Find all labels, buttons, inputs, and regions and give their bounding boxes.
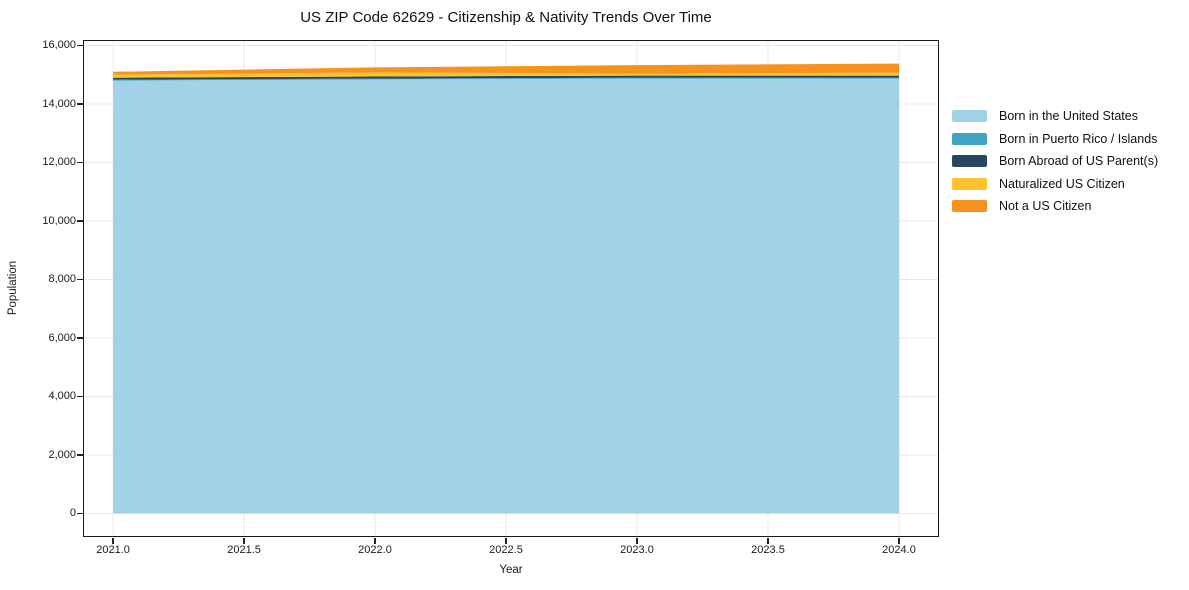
legend-item-born-in-the-united-states: Born in the United States xyxy=(952,105,1158,128)
x-tick-mark xyxy=(767,537,769,544)
legend-item-not-a-us-citizen: Not a US Citizen xyxy=(952,195,1158,218)
legend-item-born-abroad-of-us-parent-s: Born Abroad of US Parent(s) xyxy=(952,150,1158,173)
plot-area xyxy=(83,40,939,537)
x-tick-label: 2023.5 xyxy=(751,544,785,556)
y-tick-mark xyxy=(77,512,83,515)
x-tick-label: 2022.5 xyxy=(489,544,523,556)
legend-label: Born Abroad of US Parent(s) xyxy=(999,154,1159,169)
legend-item-born-in-puerto-rico-islands: Born in Puerto Rico / Islands xyxy=(952,128,1158,151)
x-axis-title: Year xyxy=(499,564,523,576)
y-tick-label: 12,000 xyxy=(42,156,76,168)
legend-item-naturalized-us-citizen: Naturalized US Citizen xyxy=(952,173,1158,196)
area-naturalized-us-citizen xyxy=(113,72,900,78)
y-tick-mark xyxy=(77,103,83,105)
x-tick-mark xyxy=(374,537,376,544)
area-born-in-the-united-states xyxy=(113,78,900,514)
y-tick-label: 2,000 xyxy=(48,448,76,461)
x-tick-label: 2021.5 xyxy=(227,544,261,556)
y-tick-label: 6,000 xyxy=(48,331,76,344)
y-tick-mark xyxy=(77,395,83,398)
x-tick-label: 2022.0 xyxy=(358,544,392,556)
legend: Born in the United States Born in Puerto … xyxy=(952,105,1158,218)
legend-swatch xyxy=(952,200,987,213)
y-tick-mark xyxy=(77,220,83,222)
legend-label: Not a US Citizen xyxy=(999,199,1092,214)
y-tick-mark xyxy=(77,278,83,281)
y-tick-mark xyxy=(77,454,83,456)
legend-label: Naturalized US Citizen xyxy=(999,176,1125,191)
y-tick-mark xyxy=(77,337,83,339)
y-tick-label: 10,000 xyxy=(42,214,76,227)
y-tick-label: 16,000 xyxy=(42,39,76,51)
x-tick-label: 2021.0 xyxy=(96,544,130,556)
y-tick-label: 4,000 xyxy=(48,390,76,402)
y-tick-label: 8,000 xyxy=(48,273,76,285)
x-tick-mark xyxy=(112,537,114,544)
x-tick-mark xyxy=(636,537,638,544)
legend-label: Born in Puerto Rico / Islands xyxy=(999,131,1158,146)
legend-swatch xyxy=(952,155,987,168)
x-tick-label: 2023.0 xyxy=(620,544,654,556)
legend-swatch xyxy=(952,110,987,123)
y-tick-label: 0 xyxy=(69,507,76,519)
y-tick-label: 14,000 xyxy=(42,97,76,110)
legend-swatch xyxy=(952,177,987,190)
legend-swatch xyxy=(952,132,987,145)
x-tick-label: 2024.0 xyxy=(882,544,916,556)
x-tick-mark xyxy=(898,537,900,544)
y-tick-mark xyxy=(77,44,83,47)
area-born-in-puerto-rico-islands xyxy=(113,77,900,81)
chart-title: US ZIP Code 62629 - Citizenship & Nativi… xyxy=(300,9,712,26)
legend-label: Born in the United States xyxy=(999,109,1138,124)
x-tick-mark xyxy=(505,537,507,544)
y-tick-mark xyxy=(77,161,83,164)
y-axis-title: Population xyxy=(7,260,19,316)
area-not-a-us-citizen xyxy=(113,63,900,75)
area-born-abroad-of-us-parent-s xyxy=(113,75,900,80)
x-tick-mark xyxy=(243,537,245,544)
